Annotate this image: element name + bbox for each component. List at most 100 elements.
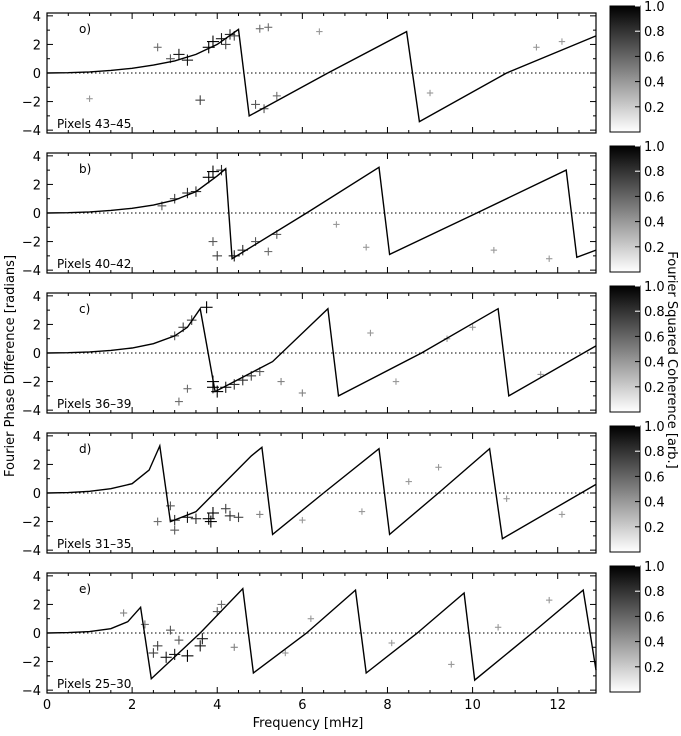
panel-1: 4 2 0 −2 −4 o) Pixels 43–45 1.0 0.8 0.6 0.4 0.2 [22, 0, 665, 139]
y-axis-label: Fourier Phase Difference [radians] [3, 255, 18, 477]
colorbar [609, 565, 641, 693]
model-phase-curve [46, 306, 597, 398]
data-point [469, 324, 476, 331]
colorbar-tick-label: 1.0 [644, 280, 665, 295]
colorbar-tick-label: 1.0 [644, 420, 665, 435]
data-point [195, 95, 206, 105]
colorbar [609, 145, 641, 273]
data-point [148, 648, 159, 658]
x-tick-label: 0 [43, 698, 51, 713]
data-point [228, 250, 240, 262]
data-point [220, 39, 231, 50]
data-point [533, 44, 540, 51]
colorbar [609, 5, 641, 133]
colorbar-tick-label: 0.4 [644, 356, 665, 371]
data-point [190, 513, 202, 524]
panel-letter: d) [79, 442, 91, 456]
data-point [448, 661, 455, 668]
data-point [494, 624, 502, 631]
panel-4: 4 2 0 −2 −4 d) Pixels 31–35 1.0 0.8 0.6 0.4 0.2 [22, 420, 665, 559]
data-point [255, 24, 264, 33]
pixels-label: Pixels 40–42 [57, 257, 131, 271]
y-tick-label: 0 [33, 627, 41, 642]
y-tick-label: −4 [22, 124, 41, 139]
data-point [173, 48, 185, 61]
data-point [170, 525, 180, 535]
y-tick-label: 2 [33, 598, 41, 613]
y-tick-label: −2 [22, 656, 41, 671]
data-point [545, 596, 553, 604]
data-point [537, 371, 544, 378]
y-tick-label: 4 [33, 290, 41, 305]
data-point [204, 515, 217, 528]
x-tick-label: 2 [128, 698, 136, 713]
data-point [220, 503, 231, 514]
y-tick-label: −2 [22, 236, 41, 251]
colorbar-tick-label: 0.8 [644, 25, 665, 40]
data-point [229, 379, 240, 390]
y-tick-label: 0 [33, 487, 41, 502]
data-point [298, 389, 306, 397]
colorbar-tick-label: 0.6 [644, 470, 665, 485]
data-point [264, 247, 273, 256]
data-point [272, 91, 281, 100]
data-point [169, 648, 181, 661]
data-point [233, 512, 244, 523]
data-point [388, 639, 395, 647]
x-tick-label: 12 [549, 698, 566, 713]
pixels-label: Pixels 36–39 [57, 397, 131, 411]
pixels-label: Pixels 31–35 [57, 537, 131, 551]
y-tick-label: −2 [22, 96, 41, 111]
model-phase-curve [46, 28, 597, 123]
colorbar-tick-label: 1.0 [644, 140, 665, 155]
y-tick-label: 4 [33, 570, 41, 585]
data-point [153, 517, 162, 526]
colorbar-tick-label: 0.6 [644, 330, 665, 345]
y-tick-label: 2 [33, 458, 41, 473]
data-point [277, 377, 285, 386]
y-tick-label: −2 [22, 376, 41, 391]
data-point [212, 251, 223, 261]
data-point [200, 301, 213, 314]
panels-group: 420−2−4o)Pixels 43–451.00.80.60.40.2420−… [22, 0, 665, 713]
x-tick-label: 6 [298, 698, 306, 713]
data-point [206, 35, 219, 48]
panel-2: 4 2 0 −2 −4 b) Pixels 40–42 1.0 0.8 0.6 0.4 0.2 [22, 140, 665, 279]
data-point [183, 384, 192, 393]
data-point [362, 244, 370, 251]
data-point [211, 385, 224, 398]
y-tick-label: −4 [22, 544, 41, 559]
data-point [367, 329, 374, 337]
data-point [194, 640, 206, 652]
plot-frame [46, 432, 597, 554]
colorbar-tick-label: 0.8 [644, 305, 665, 320]
y-tick-label: 4 [33, 430, 41, 445]
colorbar-tick-label: 0.4 [644, 216, 665, 231]
data-point [181, 649, 194, 662]
y-tick-label: −2 [22, 516, 41, 531]
colorbar-tick-label: 0.2 [644, 241, 665, 256]
y-tick-label: −4 [22, 264, 41, 279]
y-tick-label: 2 [33, 178, 41, 193]
colorbar-tick-label: 0.2 [644, 101, 665, 116]
pixels-label: Pixels 25–30 [57, 677, 131, 691]
data-point [558, 38, 566, 45]
data-point [153, 43, 162, 52]
data-point [86, 95, 93, 102]
x-axis-label: Frequency [mHz] [253, 716, 364, 731]
x-tick-label: 8 [383, 698, 391, 713]
data-point [174, 635, 184, 645]
data-point [208, 237, 218, 246]
data-point [120, 609, 128, 617]
panel-letter: o) [79, 22, 91, 36]
colorbar [609, 425, 641, 553]
colorbar-tick-label: 0.6 [644, 190, 665, 205]
colorbar-tick-label: 0.6 [644, 50, 665, 65]
model-phase-curve [46, 587, 597, 682]
y-tick-label: 0 [33, 347, 41, 362]
plot-frame [46, 572, 597, 694]
data-point [181, 511, 194, 523]
data-point [152, 641, 163, 651]
data-point [558, 511, 566, 518]
data-point [358, 508, 366, 515]
